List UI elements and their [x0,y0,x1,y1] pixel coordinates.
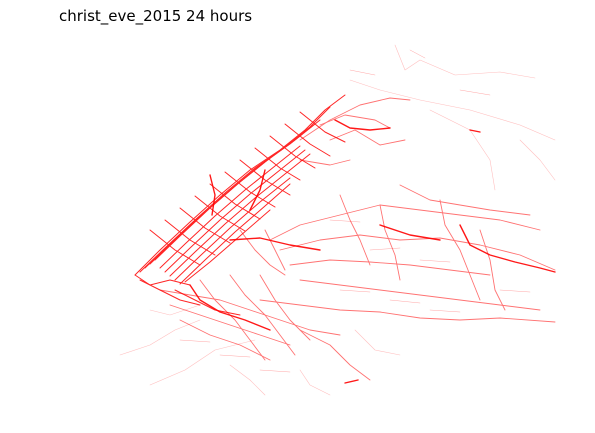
scattered-trip-dots [179,49,531,373]
faint-street-network [119,44,556,396]
bridges-and-highways [189,119,556,384]
map-title: christ_eve_2015 24 hours [59,7,253,25]
outer-borough-routes [159,97,556,381]
manhattan-dense-routes [134,94,346,316]
